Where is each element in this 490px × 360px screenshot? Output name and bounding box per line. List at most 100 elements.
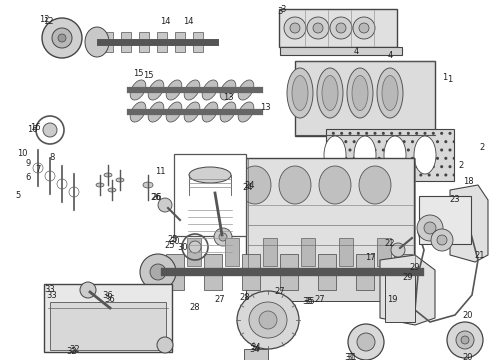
Text: 16: 16 xyxy=(30,123,40,132)
Text: 29: 29 xyxy=(403,274,413,283)
Text: 28: 28 xyxy=(240,292,250,302)
Ellipse shape xyxy=(317,68,343,118)
Text: 30: 30 xyxy=(178,243,188,252)
Text: 5: 5 xyxy=(15,190,21,199)
Circle shape xyxy=(359,23,369,33)
Text: 20: 20 xyxy=(463,310,473,320)
Text: 4: 4 xyxy=(388,50,392,59)
Polygon shape xyxy=(380,255,435,325)
Ellipse shape xyxy=(148,102,164,122)
Text: 25: 25 xyxy=(165,240,175,249)
Text: 8: 8 xyxy=(49,153,55,162)
Text: 18: 18 xyxy=(463,177,473,186)
Bar xyxy=(301,238,315,266)
Bar xyxy=(356,254,374,290)
Text: 26: 26 xyxy=(152,194,162,202)
Text: 16: 16 xyxy=(26,126,37,135)
Bar xyxy=(44,284,172,352)
Bar xyxy=(377,238,391,266)
Bar xyxy=(280,254,298,290)
Bar xyxy=(263,238,277,266)
Text: 31: 31 xyxy=(344,354,355,360)
Ellipse shape xyxy=(202,102,218,122)
Ellipse shape xyxy=(184,102,200,122)
Circle shape xyxy=(447,322,483,358)
Text: 15: 15 xyxy=(143,72,153,81)
Circle shape xyxy=(140,254,176,290)
Bar xyxy=(121,32,131,52)
Polygon shape xyxy=(450,185,488,262)
Text: 34: 34 xyxy=(251,343,261,352)
Ellipse shape xyxy=(166,102,182,122)
Circle shape xyxy=(424,222,436,234)
Text: 30: 30 xyxy=(170,238,180,247)
Bar xyxy=(166,254,184,290)
Bar xyxy=(242,254,260,290)
Ellipse shape xyxy=(239,166,271,204)
Ellipse shape xyxy=(85,27,109,57)
Text: 27: 27 xyxy=(215,296,225,305)
Circle shape xyxy=(348,324,384,360)
Ellipse shape xyxy=(377,68,403,118)
Ellipse shape xyxy=(202,80,218,100)
Text: 13: 13 xyxy=(260,103,270,112)
Circle shape xyxy=(150,264,166,280)
Text: 35: 35 xyxy=(305,297,315,306)
Bar xyxy=(280,47,402,55)
Bar xyxy=(246,273,414,301)
Ellipse shape xyxy=(238,80,254,100)
Ellipse shape xyxy=(249,302,287,338)
Text: 26: 26 xyxy=(151,194,161,202)
Bar xyxy=(193,32,203,52)
Text: 22: 22 xyxy=(385,238,395,248)
Text: 31: 31 xyxy=(347,354,357,360)
Text: 23: 23 xyxy=(450,195,460,204)
Bar xyxy=(244,349,268,360)
Circle shape xyxy=(437,235,447,245)
Bar xyxy=(246,158,414,273)
Ellipse shape xyxy=(259,311,277,329)
Text: 32: 32 xyxy=(70,346,80,355)
Text: 3: 3 xyxy=(280,5,286,14)
Bar xyxy=(157,32,167,52)
Ellipse shape xyxy=(220,80,236,100)
Ellipse shape xyxy=(184,80,200,100)
Circle shape xyxy=(353,17,375,39)
Bar xyxy=(339,238,353,266)
Circle shape xyxy=(307,17,329,39)
Text: 27: 27 xyxy=(315,296,325,305)
Bar xyxy=(419,196,471,244)
Circle shape xyxy=(52,28,72,48)
Text: 2: 2 xyxy=(458,161,464,170)
Bar xyxy=(318,254,336,290)
Ellipse shape xyxy=(237,291,299,349)
Text: 13: 13 xyxy=(222,94,233,103)
Bar xyxy=(279,9,397,47)
Ellipse shape xyxy=(319,166,351,204)
Circle shape xyxy=(158,198,172,212)
Ellipse shape xyxy=(166,80,182,100)
Ellipse shape xyxy=(414,136,436,174)
Ellipse shape xyxy=(104,173,112,177)
Ellipse shape xyxy=(220,102,236,122)
Ellipse shape xyxy=(287,68,313,118)
Ellipse shape xyxy=(238,102,254,122)
Ellipse shape xyxy=(352,76,368,111)
Circle shape xyxy=(461,336,469,344)
Ellipse shape xyxy=(130,80,146,100)
Circle shape xyxy=(336,23,346,33)
Ellipse shape xyxy=(96,183,104,187)
Text: 35: 35 xyxy=(303,297,313,306)
Text: 25: 25 xyxy=(168,235,178,244)
Circle shape xyxy=(313,23,323,33)
Ellipse shape xyxy=(130,102,146,122)
Text: 1: 1 xyxy=(447,76,453,85)
Text: 7: 7 xyxy=(35,166,41,175)
Bar xyxy=(295,60,435,135)
Ellipse shape xyxy=(347,68,373,118)
Circle shape xyxy=(214,228,232,246)
Text: 34: 34 xyxy=(250,346,260,355)
Ellipse shape xyxy=(324,136,346,174)
Circle shape xyxy=(43,123,57,137)
Circle shape xyxy=(157,337,173,353)
